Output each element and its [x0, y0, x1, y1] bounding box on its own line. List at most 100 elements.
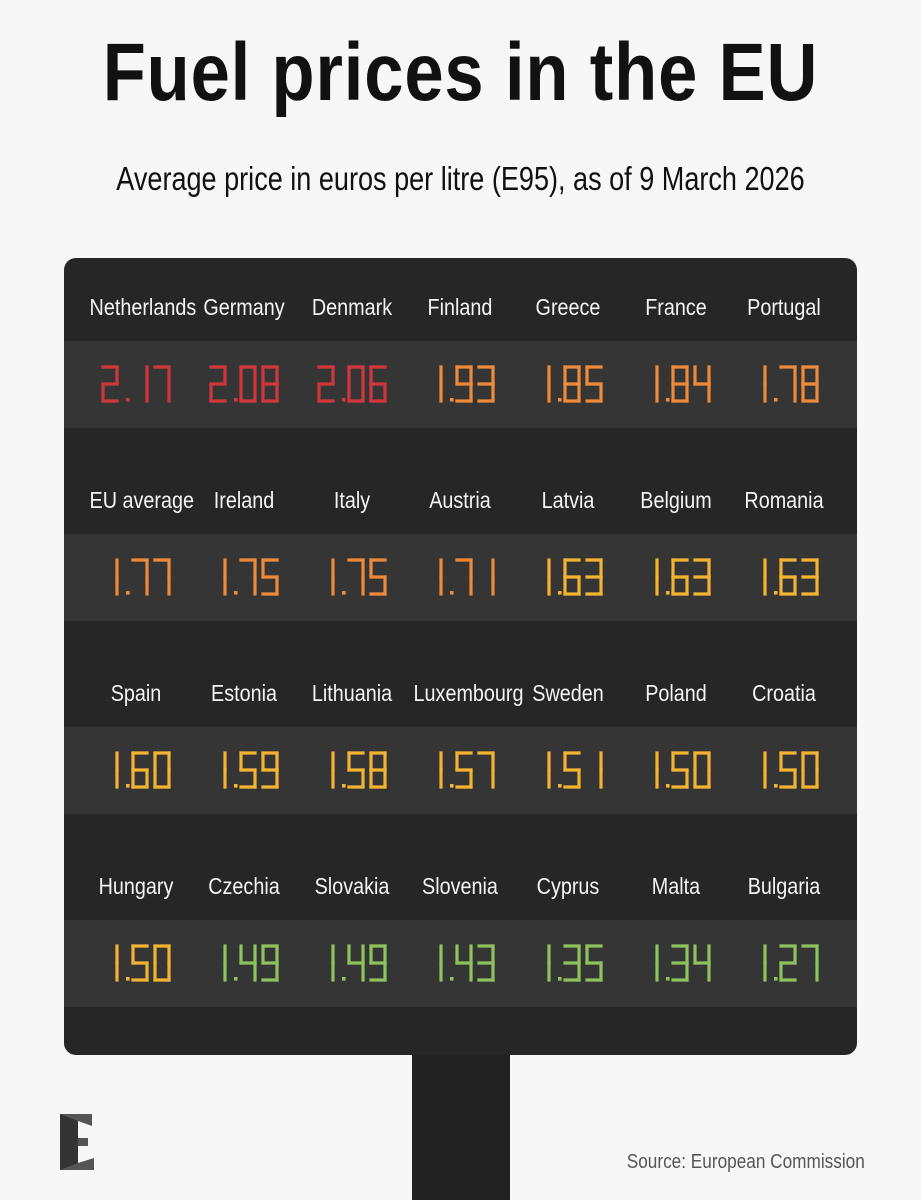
price-display: 1.78 — [763, 364, 819, 403]
price-display: 1.93 — [439, 364, 495, 403]
price-display: 1.27 — [763, 943, 819, 982]
price-cell: 1.57 — [406, 750, 514, 791]
price-display: 1.60 — [115, 750, 171, 789]
country-label: Czechia — [208, 873, 280, 899]
country-label: Ireland — [213, 487, 275, 513]
country-label: Sweden — [532, 680, 604, 706]
country-label: Croatia — [752, 680, 816, 706]
price-cell: 1.49 — [298, 943, 406, 984]
decimal-point — [450, 783, 454, 788]
price-cell: 1.43 — [406, 943, 514, 984]
price-display: 1.57 — [439, 750, 495, 789]
price-cell: 1.34 — [622, 943, 730, 984]
price-row: Netherlands Germany Denmark Finland Greece Fr… — [64, 258, 857, 451]
decimal-point — [774, 397, 778, 402]
source-note: Source: European Commission — [626, 1151, 865, 1173]
price-row: Hungary Czechia Slovakia Slovenia Cyprus Malt… — [64, 837, 857, 1030]
country-label: Luxembourg — [413, 680, 524, 706]
price-cell: 1.78 — [730, 364, 838, 405]
price-row: EU average Ireland Italy Austria Latvia Belgi… — [64, 451, 857, 644]
decimal-point — [666, 397, 670, 402]
decimal-point — [558, 590, 562, 595]
country-label: Lithuania — [311, 680, 393, 706]
country-label: Austria — [429, 487, 491, 513]
country-label: Spain — [110, 680, 162, 706]
price-cell: 2.08 — [190, 364, 298, 405]
country-label-row: EU average Ireland Italy Austria Latvia Belgi… — [64, 487, 857, 527]
price-cell: 1.59 — [190, 750, 298, 791]
country-label: EU average — [89, 487, 195, 513]
price-cell: 1.63 — [514, 557, 622, 598]
price-board: Netherlands Germany Denmark Finland Greece Fr… — [64, 258, 857, 1055]
country-label: Slovenia — [422, 873, 498, 899]
price-display: 1.75 — [331, 557, 387, 596]
price-display: 1.50 — [763, 750, 819, 789]
price-cell: 1.63 — [730, 557, 838, 598]
price-band: 1.50 1.49 1.49 1.43 1.35 1.34 1.27 — [64, 920, 857, 1007]
price-cell: 1.75 — [298, 557, 406, 598]
country-label: Cyprus — [536, 873, 600, 899]
price-cell: 1.71 — [406, 557, 514, 598]
decimal-point — [450, 397, 454, 402]
price-cell: 1.51 — [514, 750, 622, 791]
price-display: 1.63 — [655, 557, 711, 596]
country-label: Italy — [333, 487, 371, 513]
decimal-point — [342, 976, 346, 981]
decimal-point — [234, 397, 238, 402]
country-label: Portugal — [747, 294, 821, 320]
country-label: Finland — [427, 294, 493, 320]
price-display: 1.59 — [223, 750, 279, 789]
price-band: 1.77 1.75 1.75 1.71 1.63 1.63 1.63 — [64, 534, 857, 621]
country-label: Greece — [535, 294, 601, 320]
price-display: 1.35 — [547, 943, 603, 982]
country-label: Malta — [651, 873, 701, 899]
decimal-point — [666, 783, 670, 788]
price-cell: 1.50 — [622, 750, 730, 791]
price-display: 1.71 — [439, 557, 495, 596]
decimal-point — [126, 976, 130, 981]
price-band: 2.17 2.08 2.06 1.93 1.85 1.84 1.78 — [64, 341, 857, 428]
decimal-point — [558, 976, 562, 981]
price-cell: 2.17 — [82, 364, 190, 405]
price-cell: 1.77 — [82, 557, 190, 598]
price-cell: 2.06 — [298, 364, 406, 405]
price-display: 2.06 — [317, 364, 387, 403]
price-display: 1.50 — [655, 750, 711, 789]
country-label: Romania — [744, 487, 824, 513]
price-display: 2.08 — [209, 364, 279, 403]
decimal-point — [234, 783, 238, 788]
price-display: 1.43 — [439, 943, 495, 982]
decimal-point — [558, 397, 562, 402]
price-cell: 1.27 — [730, 943, 838, 984]
country-label-row: Hungary Czechia Slovakia Slovenia Cyprus Malt… — [64, 873, 857, 913]
price-cell: 1.50 — [82, 943, 190, 984]
price-display: 1.63 — [547, 557, 603, 596]
decimal-point — [342, 783, 346, 788]
price-cell: 1.49 — [190, 943, 298, 984]
decimal-point — [342, 397, 346, 402]
sign-pole — [412, 1050, 510, 1200]
price-cell: 1.50 — [730, 750, 838, 791]
price-cell: 1.60 — [82, 750, 190, 791]
page-subtitle: Average price in euros per litre (E95), … — [116, 160, 805, 197]
decimal-point — [234, 976, 238, 981]
decimal-point — [666, 976, 670, 981]
price-cell: 1.63 — [622, 557, 730, 598]
price-display: 1.63 — [763, 557, 819, 596]
price-cell: 1.85 — [514, 364, 622, 405]
E-letter-logo — [60, 1114, 94, 1170]
price-cell: 1.35 — [514, 943, 622, 984]
country-label: Bulgaria — [747, 873, 821, 899]
decimal-point — [126, 783, 130, 788]
price-display: 1.34 — [655, 943, 711, 982]
price-display: 2.17 — [101, 364, 171, 403]
decimal-point — [126, 590, 130, 595]
country-label: Netherlands — [89, 294, 197, 320]
country-label: Estonia — [211, 680, 277, 706]
country-label: Hungary — [98, 873, 174, 899]
price-cell: 1.84 — [622, 364, 730, 405]
price-display: 1.77 — [115, 557, 171, 596]
price-display: 1.51 — [547, 750, 603, 789]
decimal-point — [774, 783, 778, 788]
country-label: Germany — [203, 294, 285, 320]
